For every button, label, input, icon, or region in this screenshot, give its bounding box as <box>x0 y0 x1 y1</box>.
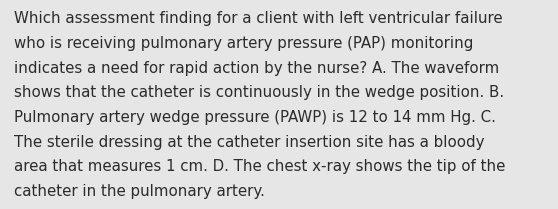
Text: shows that the catheter is continuously in the wedge position. B.: shows that the catheter is continuously … <box>14 85 504 101</box>
Text: catheter in the pulmonary artery.: catheter in the pulmonary artery. <box>14 184 265 199</box>
Text: Pulmonary artery wedge pressure (PAWP) is 12 to 14 mm Hg. C.: Pulmonary artery wedge pressure (PAWP) i… <box>14 110 496 125</box>
Text: The sterile dressing at the catheter insertion site has a bloody: The sterile dressing at the catheter ins… <box>14 135 484 150</box>
Text: who is receiving pulmonary artery pressure (PAP) monitoring: who is receiving pulmonary artery pressu… <box>14 36 473 51</box>
Text: area that measures 1 cm. D. The chest x-ray shows the tip of the: area that measures 1 cm. D. The chest x-… <box>14 159 506 175</box>
Text: Which assessment finding for a client with left ventricular failure: Which assessment finding for a client wi… <box>14 11 503 27</box>
Text: indicates a need for rapid action by the nurse? A. The waveform: indicates a need for rapid action by the… <box>14 61 499 76</box>
